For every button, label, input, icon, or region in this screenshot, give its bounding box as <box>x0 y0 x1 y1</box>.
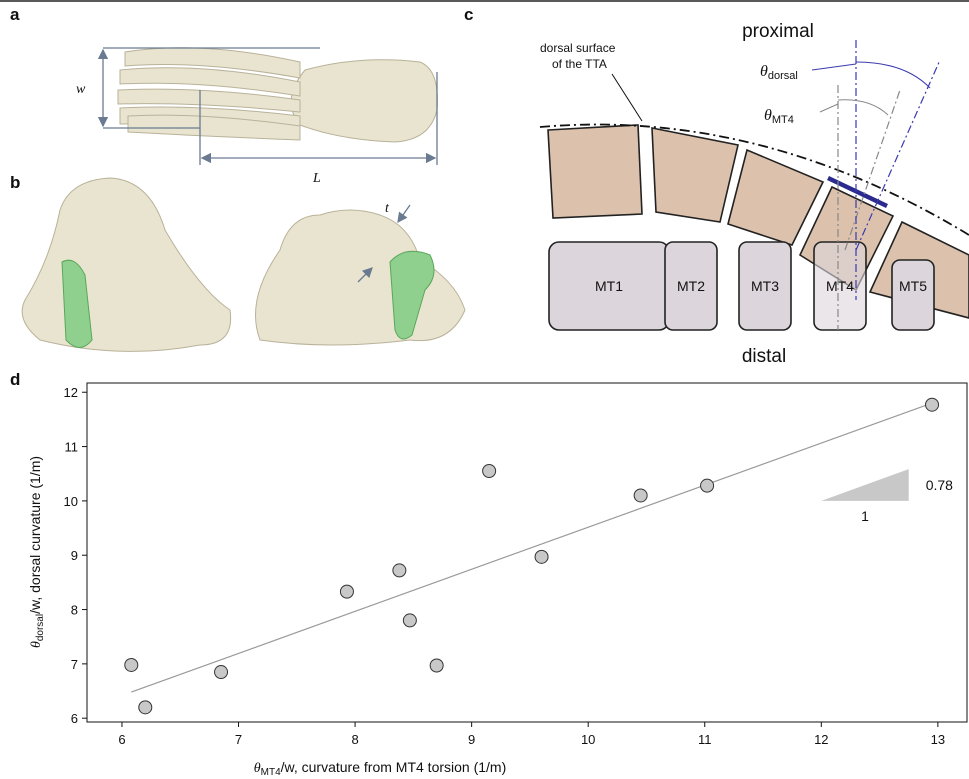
dimension-guides <box>103 47 438 165</box>
label-text: /w, dorsal curvature (1/m) <box>27 456 43 614</box>
x-tick-label: 6 <box>118 732 125 747</box>
thickness-label: t <box>385 201 390 216</box>
y-tick-label: 8 <box>71 603 78 618</box>
label-text: /w, curvature from MT4 torsion (1/m) <box>281 759 507 775</box>
scatter-point <box>534 549 549 564</box>
scatter-point <box>138 700 153 715</box>
width-label: w <box>76 82 86 97</box>
box-label: MT5 <box>899 278 927 294</box>
label-symbol: θ <box>29 641 44 648</box>
angle-subscript: dorsal <box>768 70 798 82</box>
distal-label: distal <box>742 346 786 367</box>
y-tick-label: 11 <box>65 440 79 455</box>
angle-symbol: θ <box>760 63 768 80</box>
box-label: MT2 <box>677 278 705 294</box>
panel-letter: a <box>10 5 20 24</box>
y-tick-label: 10 <box>64 494 78 509</box>
panel-letter: c <box>464 5 473 24</box>
x-tick-label: 11 <box>698 732 712 747</box>
scatter-point <box>402 613 417 628</box>
x-axis-label: θMT4/w, curvature from MT4 torsion (1/m) <box>254 759 507 778</box>
plot-frame <box>86 382 968 723</box>
length-label: L <box>312 171 321 186</box>
dorsal-surface-curve <box>539 123 969 236</box>
cuneiform-blocks <box>547 124 969 319</box>
y-tick-label: 9 <box>71 548 78 563</box>
box-label: MT3 <box>751 278 779 294</box>
y-tick-label: 6 <box>71 711 78 726</box>
label-leader <box>811 63 857 71</box>
angle-label: θdorsal <box>760 63 798 82</box>
thickness-arrow <box>357 267 373 283</box>
scatter-point <box>429 658 444 673</box>
scatter-point <box>925 397 940 412</box>
scatter-point <box>633 488 648 503</box>
thickness-arrow <box>397 204 411 224</box>
fit-line <box>131 402 933 693</box>
panel-letter: b <box>10 173 20 192</box>
x-tick-label: 13 <box>931 732 945 747</box>
slope-rise-label: 0.78 <box>926 477 953 493</box>
foot-front-views <box>21 177 466 352</box>
y-tick-label: 12 <box>64 385 78 400</box>
x-tick-label: 7 <box>235 732 242 747</box>
label-subscript: MT4 <box>261 767 281 778</box>
scatter-point <box>124 657 139 672</box>
surface-label: of the TTA <box>552 57 607 71</box>
angle-arc <box>855 61 931 89</box>
x-tick-label: 10 <box>581 732 595 747</box>
label-leader <box>819 103 839 113</box>
angle-arc <box>837 99 889 116</box>
metatarsal-boxes <box>548 241 935 331</box>
x-tick-label: 12 <box>814 732 828 747</box>
y-tick-label: 7 <box>71 657 78 672</box>
slope-run-label: 1 <box>861 508 869 524</box>
angle-subscript: MT4 <box>772 114 794 126</box>
scatter-point <box>392 563 407 578</box>
angle-symbol: θ <box>764 107 772 124</box>
surface-label: dorsal surface <box>540 41 616 55</box>
surface-leader <box>611 73 643 122</box>
angle-label: θMT4 <box>764 107 794 126</box>
slope-triangle <box>821 469 909 501</box>
x-tick-label: 9 <box>468 732 475 747</box>
scatter-point <box>339 584 354 599</box>
label-subscript: dorsal <box>35 614 46 641</box>
panel-letter: d <box>10 370 20 389</box>
mt4-axis-lines <box>837 85 901 330</box>
scatter-point <box>482 464 497 479</box>
box-label: MT1 <box>595 278 623 294</box>
label-symbol: θ <box>254 761 261 776</box>
x-tick-label: 8 <box>351 732 358 747</box>
scatter-point <box>214 665 229 680</box>
proximal-label: proximal <box>742 21 814 42</box>
scatter-point <box>700 478 715 493</box>
y-axis-label: θdorsal/w, dorsal curvature (1/m) <box>27 456 46 648</box>
dorsal-axis-lines <box>855 40 941 300</box>
box-label: MT4 <box>826 278 854 294</box>
